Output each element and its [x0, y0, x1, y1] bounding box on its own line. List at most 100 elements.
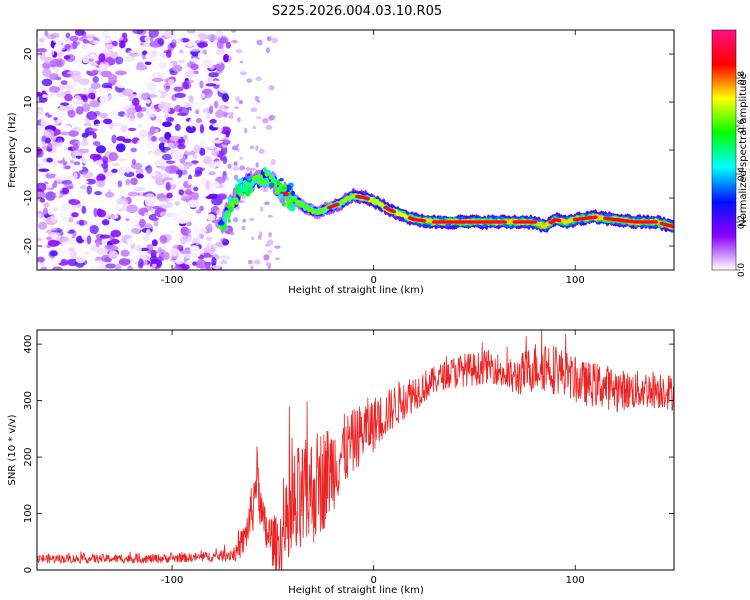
- noise-blob: [152, 71, 164, 79]
- noise-blob: [151, 171, 157, 177]
- noise-blob: [144, 36, 151, 42]
- noise-blob: [188, 95, 194, 103]
- noise-blob: [79, 180, 89, 184]
- ridge-core: [502, 220, 508, 224]
- noise-blob: [82, 87, 88, 92]
- noise-blob: [159, 211, 172, 218]
- noise-blob: [187, 199, 199, 208]
- noise-blob: [38, 37, 45, 43]
- snr-frame: [36, 329, 675, 571]
- noise-speck: [270, 159, 277, 166]
- noise-blob: [82, 39, 89, 44]
- noise-blob: [94, 191, 103, 196]
- noise-blob: [49, 250, 58, 257]
- noise-blob: [199, 48, 207, 55]
- noise-blob: [137, 252, 148, 261]
- noise-blob: [163, 252, 170, 260]
- noise-blob: [90, 62, 99, 67]
- noise-blob: [162, 146, 171, 151]
- noise-blob: [187, 41, 194, 48]
- noise-blob: [72, 143, 79, 151]
- noise-blob: [50, 214, 58, 223]
- noise-blob: [61, 210, 70, 218]
- noise-blob: [65, 32, 71, 39]
- noise-blob: [105, 263, 117, 269]
- noise-blob: [147, 141, 158, 151]
- ridge-inner: [238, 192, 243, 197]
- noise-blob: [50, 49, 55, 56]
- noise-blob: [67, 233, 73, 239]
- noise-blob: [197, 226, 207, 235]
- ridge-fleck: [276, 179, 281, 186]
- noise-blob: [37, 161, 46, 167]
- noise-blob: [199, 248, 205, 254]
- noise-blob: [46, 148, 53, 152]
- noise-blob: [75, 166, 83, 171]
- ridge-fleck: [268, 182, 275, 189]
- noise-blob: [53, 43, 63, 53]
- noise-blob: [97, 197, 110, 204]
- noise-blob: [193, 92, 206, 99]
- noise-blob: [197, 42, 209, 48]
- noise-blob: [136, 139, 146, 149]
- noise-blob: [53, 117, 58, 121]
- noise-blob: [67, 80, 76, 85]
- noise-blob: [135, 167, 144, 176]
- y-tick-label: 300: [23, 391, 34, 410]
- noise-blob: [136, 173, 144, 179]
- noise-blob: [206, 213, 216, 221]
- noise-blob: [64, 93, 73, 102]
- noise-blob: [211, 149, 220, 157]
- noise-blob: [186, 236, 197, 245]
- noise-blob: [67, 258, 79, 267]
- noise-blob: [43, 115, 49, 123]
- noise-blob: [94, 123, 106, 128]
- noise-blob: [70, 224, 81, 228]
- ridge-fleck: [218, 220, 225, 226]
- noise-blob: [88, 58, 95, 62]
- noise-blob: [166, 49, 172, 58]
- noise-blob: [216, 30, 223, 38]
- chart-title: S225.2026.004.03.10.R05: [272, 4, 442, 19]
- noise-blob: [174, 258, 184, 265]
- ridge-core: [671, 225, 674, 229]
- noise-blob: [37, 256, 45, 263]
- noise-speck: [239, 156, 244, 160]
- noise-blob: [63, 73, 72, 78]
- noise-blob: [157, 38, 164, 46]
- ridge-inner: [369, 196, 374, 201]
- noise-blob: [135, 244, 143, 252]
- noise-speck: [266, 262, 272, 267]
- ridge-fleck: [288, 204, 296, 212]
- noise-blob: [222, 54, 230, 63]
- noise-speck: [267, 265, 272, 270]
- noise-blob: [123, 112, 128, 122]
- noise-blob: [125, 213, 131, 219]
- noise-blob: [73, 172, 78, 181]
- noise-blob: [195, 117, 203, 124]
- noise-speck: [250, 236, 255, 240]
- noise-blob: [190, 245, 200, 253]
- noise-blob: [47, 226, 57, 231]
- x-tick-label: -100: [161, 275, 184, 286]
- noise-blob: [165, 181, 171, 191]
- noise-blob: [63, 55, 71, 60]
- noise-blob: [55, 187, 60, 198]
- noise-blob: [156, 116, 162, 124]
- noise-blob: [78, 78, 90, 86]
- noise-blob: [166, 225, 178, 232]
- noise-blob: [81, 205, 87, 214]
- colorbar-tick-label: 0.6: [737, 119, 747, 134]
- noise-speck: [227, 163, 232, 169]
- noise-speck: [237, 117, 241, 123]
- ridge-core: [653, 220, 659, 224]
- noise-blob: [110, 229, 122, 238]
- noise-blob: [89, 53, 97, 60]
- noise-speck: [268, 232, 273, 238]
- noise-blob: [87, 92, 96, 100]
- noise-blob: [161, 201, 168, 206]
- noise-blob: [194, 166, 203, 175]
- noise-blob: [196, 152, 201, 162]
- noise-blob: [208, 171, 216, 176]
- ridge-fleck: [227, 218, 231, 223]
